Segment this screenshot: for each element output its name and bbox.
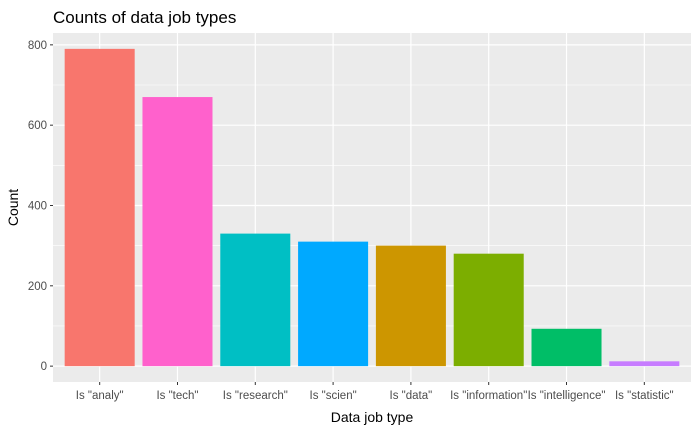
x-tick-label: Is "statistic" xyxy=(615,390,674,402)
x-tick-label: Is "research" xyxy=(223,390,288,402)
x-tick-label: Is "information" xyxy=(450,390,527,402)
y-tick-label: 800 xyxy=(28,40,47,52)
y-axis-ticks: 0 200 400 600 800 xyxy=(28,40,53,373)
x-axis-title: Data job type xyxy=(331,409,414,425)
x-axis-ticks: Is "analy" Is "tech" Is "research" Is "scie… xyxy=(76,382,674,402)
y-axis-title: Count xyxy=(5,189,21,226)
bar xyxy=(220,233,291,367)
bar xyxy=(64,48,135,367)
y-tick-label: 0 xyxy=(41,361,47,373)
x-tick-label: Is "scien" xyxy=(310,390,357,402)
bar xyxy=(142,97,213,367)
x-tick-label: Is "data" xyxy=(390,390,433,402)
x-tick-label: Is "analy" xyxy=(76,390,124,402)
bar xyxy=(298,241,369,367)
y-tick-label: 400 xyxy=(28,200,47,212)
bar xyxy=(531,328,602,367)
bar xyxy=(453,253,524,367)
x-tick-label: Is "intelligence" xyxy=(528,390,606,402)
bars xyxy=(64,48,680,367)
chart-title: Counts of data job types xyxy=(53,8,236,27)
x-tick-label: Is "tech" xyxy=(156,390,198,402)
y-tick-label: 200 xyxy=(28,281,47,293)
y-tick-label: 600 xyxy=(28,120,47,132)
bar xyxy=(609,361,680,367)
bar xyxy=(375,245,446,367)
